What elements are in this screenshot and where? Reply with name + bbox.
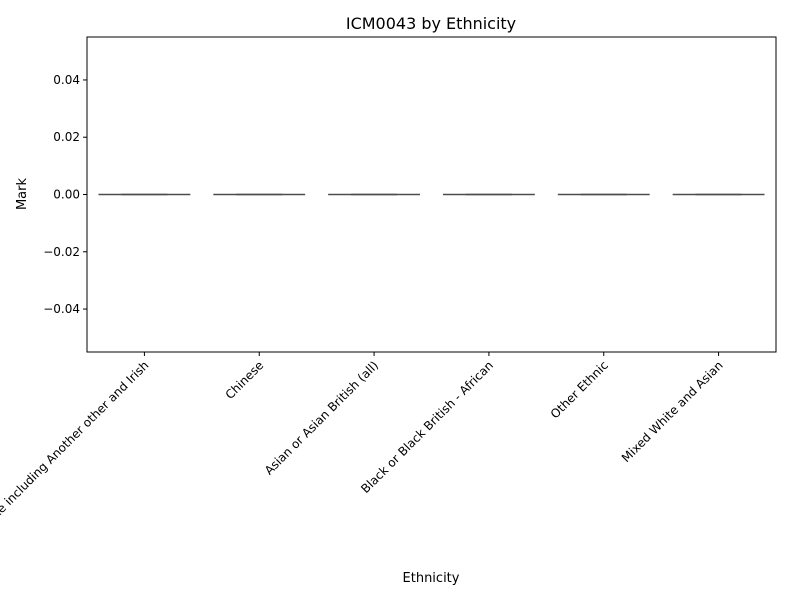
y-tick-label: −0.02 (43, 245, 80, 259)
x-tick-label: Asian or Asian British (all) (262, 358, 381, 477)
x-axis-label: Ethnicity (403, 571, 460, 586)
x-tick-label: Mixed White and Asian (619, 358, 726, 465)
y-tick-label: 0.00 (53, 188, 80, 202)
y-axis-label: Mark (15, 178, 30, 211)
x-tick-label: White including Another other and Irish (0, 358, 152, 535)
y-tick-label: 0.04 (53, 73, 80, 87)
chart-title: ICM0043 by Ethnicity (346, 14, 516, 33)
y-tick-label: 0.02 (53, 130, 80, 144)
x-tick-label: Black or Black British - African (358, 358, 496, 496)
x-tick-label: Chinese (223, 358, 267, 402)
x-axis: White including Another other and Irish C… (0, 352, 726, 535)
y-axis: −0.04 −0.02 0.00 0.02 0.04 (43, 73, 87, 316)
x-tick-label: Other Ethnic (548, 358, 611, 421)
y-tick-label: −0.04 (43, 302, 80, 316)
